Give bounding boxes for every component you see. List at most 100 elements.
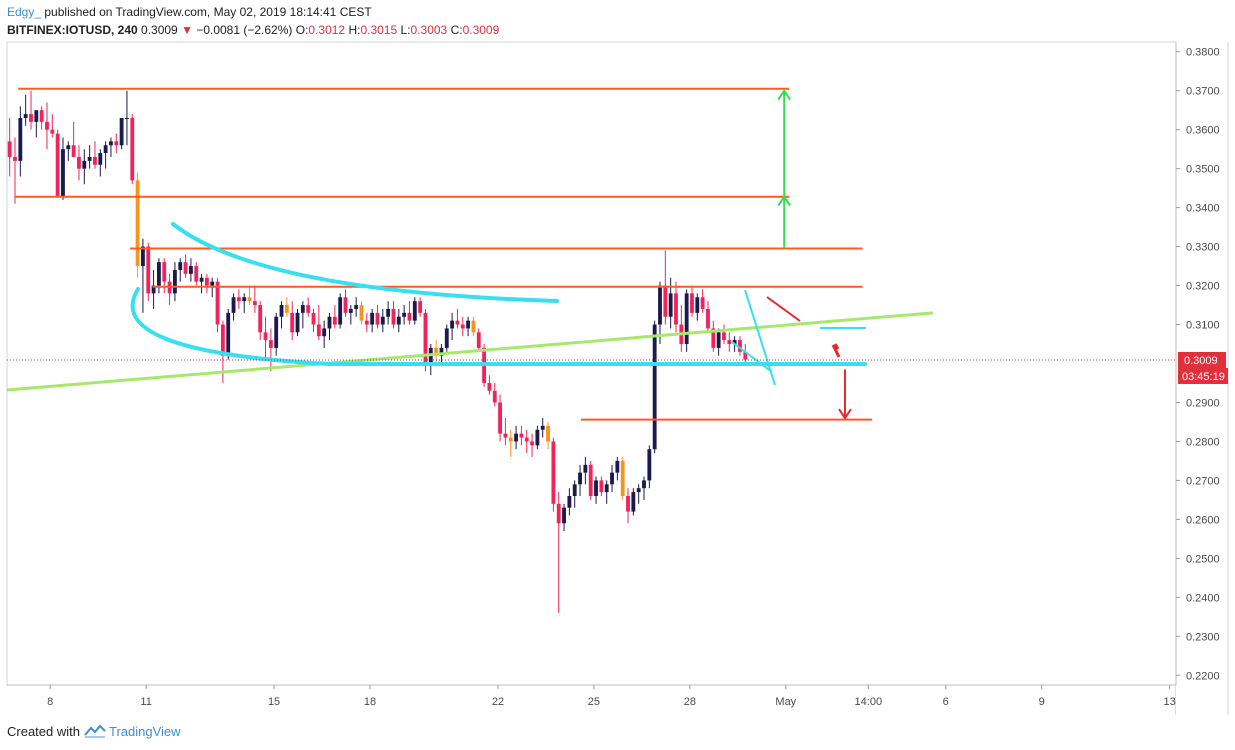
candle-body: [588, 464, 593, 496]
cyan-wedge-line[interactable]: [731, 341, 773, 373]
last-price-badge-text: 0.3009: [1184, 355, 1218, 367]
candle-body: [412, 301, 417, 321]
author-link[interactable]: Edgy_: [7, 5, 42, 19]
y-tick-label: 0.2500: [1186, 553, 1220, 565]
x-tick-label: 11: [140, 696, 151, 708]
candle-body: [87, 156, 92, 161]
candle: [466, 316, 471, 337]
candle-body: [738, 340, 742, 352]
tradingview-link[interactable]: TradingView: [109, 724, 181, 739]
candle: [39, 106, 44, 130]
price-axis[interactable]: 0.3800 0.3700 0.3600 0.3500 0.3400 0.3300 0.32…: [1176, 47, 1220, 683]
down-triangle-icon: ▼: [181, 23, 193, 37]
candle: [407, 301, 412, 325]
candle-body: [743, 351, 748, 360]
candle-body: [727, 340, 732, 345]
candle: [706, 301, 710, 333]
tradingview-logo-icon: [83, 724, 106, 738]
candle-body: [610, 472, 614, 485]
candle: [322, 320, 327, 348]
candle: [82, 149, 87, 185]
candle-body: [332, 316, 337, 325]
y-tick-label: 0.3400: [1186, 203, 1220, 215]
candle: [631, 488, 636, 516]
candle: [583, 457, 588, 485]
candle: [423, 308, 428, 372]
high-value: 0.3015: [360, 23, 398, 37]
candle: [7, 117, 12, 177]
last-price: 0.3009: [141, 23, 178, 37]
candle: [194, 262, 199, 286]
arrow-down-icon: [838, 408, 852, 420]
candle-body: [135, 180, 140, 267]
candle-body: [130, 117, 135, 181]
candle: [679, 305, 684, 352]
candle-body: [391, 308, 396, 325]
x-tick-label: 15: [268, 696, 280, 708]
candle: [306, 297, 311, 317]
y-tick-label: 0.3500: [1186, 164, 1220, 176]
candle-body: [343, 297, 348, 313]
candle: [604, 480, 609, 504]
candle: [119, 117, 124, 150]
low-value: 0.3003: [410, 23, 448, 37]
candle: [284, 297, 289, 317]
upper-arc[interactable]: [171, 222, 559, 303]
candle-body: [29, 114, 33, 122]
candle-body: [674, 293, 678, 325]
candle-body: [66, 145, 71, 150]
symbol-label: BITFINEX:IOTUSD, 240: [7, 23, 138, 37]
candle-body: [268, 340, 273, 348]
candle: [311, 308, 316, 333]
candle-body: [204, 277, 209, 286]
candle: [524, 429, 529, 454]
candle: [279, 301, 284, 329]
candle-body: [492, 390, 497, 403]
candle-body: [578, 472, 582, 485]
candle: [316, 305, 321, 341]
candle-body: [508, 437, 513, 442]
candle-body: [295, 312, 300, 333]
candle-body: [514, 433, 518, 442]
candle-body: [444, 328, 449, 348]
candle: [61, 137, 65, 200]
y-tick-label: 0.3200: [1186, 281, 1220, 293]
red-brush-mark: [831, 343, 841, 358]
candle: [647, 445, 652, 489]
candle-body: [183, 262, 188, 274]
candle-body: [604, 484, 609, 493]
support-arc[interactable]: [130, 287, 867, 366]
candle: [18, 106, 23, 177]
candle: [141, 238, 145, 313]
candle: [135, 172, 140, 278]
symbol-info: BITFINEX:IOTUSD, 240 0.3009 ▼ −0.0081 (−…: [7, 23, 499, 37]
candle: [668, 277, 673, 329]
candle: [572, 480, 577, 508]
candle: [252, 285, 257, 313]
candle-body: [599, 480, 604, 493]
candle: [588, 460, 593, 500]
candle-body: [338, 297, 343, 325]
time-axis[interactable]: 8 11 15 18 22 25 28 May 14:00 6 9 13: [47, 685, 1176, 708]
candle-body: [370, 312, 375, 325]
candle: [519, 425, 524, 446]
y-tick-label: 0.2300: [1186, 631, 1220, 643]
candle-body: [535, 429, 540, 446]
candles-layer: [7, 90, 748, 613]
candle-body: [247, 297, 252, 302]
candle-body: [172, 269, 177, 294]
publish-info: Edgy_ published on TradingView.com, May …: [7, 5, 372, 19]
candle: [183, 254, 188, 278]
candle: [695, 293, 700, 321]
candle: [503, 418, 508, 446]
candle-body: [594, 480, 598, 496]
candle: [268, 328, 273, 372]
candle-body: [151, 285, 156, 294]
cyan-wedge-line[interactable]: [744, 289, 776, 386]
candle-body: [519, 433, 524, 438]
candle-body: [380, 316, 385, 325]
trend-line[interactable]: [6, 311, 934, 392]
candle-body: [546, 425, 550, 442]
candle-body: [45, 121, 49, 130]
